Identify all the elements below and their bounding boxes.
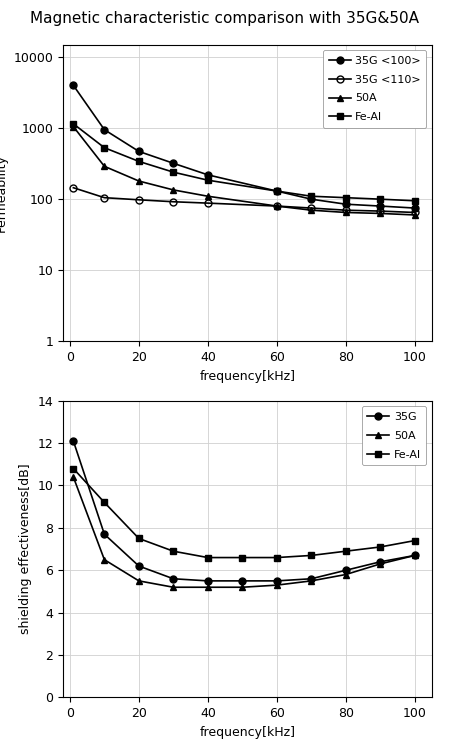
35G <110>: [71, 183, 76, 192]
35G <110>: [205, 199, 211, 208]
50A: [71, 473, 76, 482]
35G <110>: [136, 195, 142, 204]
50A: [412, 551, 418, 560]
Fe-Al: [240, 553, 245, 562]
50A: [378, 559, 383, 568]
50A: [71, 122, 76, 131]
Fe-Al: [274, 187, 279, 196]
Fe-Al: [205, 176, 211, 185]
Legend: 35G <100>, 35G <110>, 50A, Fe-Al: 35G <100>, 35G <110>, 50A, Fe-Al: [323, 50, 427, 128]
35G: [274, 577, 279, 585]
Fe-Al: [71, 119, 76, 128]
Fe-Al: [343, 193, 348, 202]
Line: 50A: 50A: [70, 123, 418, 218]
50A: [171, 582, 176, 591]
35G <100>: [171, 159, 176, 168]
35G: [205, 577, 211, 585]
35G <100>: [412, 203, 418, 212]
35G: [102, 530, 107, 539]
Fe-Al: [136, 157, 142, 166]
50A: [205, 191, 211, 200]
X-axis label: frequency[kHz]: frequency[kHz]: [199, 370, 296, 383]
Line: Fe-Al: Fe-Al: [70, 120, 418, 204]
Fe-Al: [378, 194, 383, 203]
35G <100>: [343, 200, 348, 209]
50A: [274, 202, 279, 211]
Fe-Al: [205, 553, 211, 562]
Fe-Al: [309, 191, 314, 200]
35G: [71, 436, 76, 445]
35G <100>: [309, 194, 314, 203]
Fe-Al: [378, 542, 383, 551]
35G <110>: [343, 206, 348, 214]
35G: [136, 562, 142, 571]
50A: [205, 582, 211, 591]
Fe-Al: [136, 534, 142, 543]
Legend: 35G, 50A, Fe-Al: 35G, 50A, Fe-Al: [361, 406, 427, 465]
Fe-Al: [412, 197, 418, 206]
35G: [240, 577, 245, 585]
50A: [378, 209, 383, 218]
Fe-Al: [309, 551, 314, 560]
35G: [171, 574, 176, 583]
35G <110>: [171, 197, 176, 206]
Line: 35G <110>: 35G <110>: [70, 184, 418, 216]
35G <110>: [378, 206, 383, 215]
35G: [412, 551, 418, 560]
50A: [309, 577, 314, 585]
50A: [274, 581, 279, 590]
50A: [240, 582, 245, 591]
Fe-Al: [171, 168, 176, 177]
35G: [343, 566, 348, 575]
50A: [343, 570, 348, 579]
35G <110>: [102, 193, 107, 202]
35G <100>: [136, 147, 142, 156]
35G <100>: [71, 81, 76, 90]
50A: [309, 206, 314, 214]
Line: 50A: 50A: [70, 473, 418, 591]
35G <100>: [274, 187, 279, 196]
50A: [136, 177, 142, 186]
Text: Magnetic characteristic comparison with 35G&50A: Magnetic characteristic comparison with …: [31, 11, 419, 26]
Fe-Al: [102, 143, 107, 152]
35G <110>: [274, 202, 279, 211]
Line: 35G <100>: 35G <100>: [70, 82, 418, 211]
35G <100>: [205, 171, 211, 180]
50A: [343, 208, 348, 217]
Fe-Al: [102, 498, 107, 507]
Line: Fe-Al: Fe-Al: [70, 465, 418, 561]
35G: [309, 574, 314, 583]
Y-axis label: shielding effectiveness[dB]: shielding effectiveness[dB]: [19, 464, 32, 634]
35G <100>: [378, 202, 383, 211]
Fe-Al: [412, 536, 418, 545]
35G <110>: [309, 203, 314, 212]
50A: [412, 211, 418, 220]
Y-axis label: Permeability: Permeability: [0, 154, 8, 232]
Line: 35G: 35G: [70, 438, 418, 585]
50A: [171, 186, 176, 194]
Fe-Al: [71, 464, 76, 473]
35G: [378, 557, 383, 566]
50A: [102, 162, 107, 171]
50A: [136, 577, 142, 585]
Fe-Al: [343, 547, 348, 556]
Fe-Al: [171, 547, 176, 556]
35G <100>: [102, 125, 107, 134]
X-axis label: frequency[kHz]: frequency[kHz]: [199, 726, 296, 739]
35G <110>: [412, 208, 418, 217]
Fe-Al: [274, 553, 279, 562]
50A: [102, 555, 107, 564]
